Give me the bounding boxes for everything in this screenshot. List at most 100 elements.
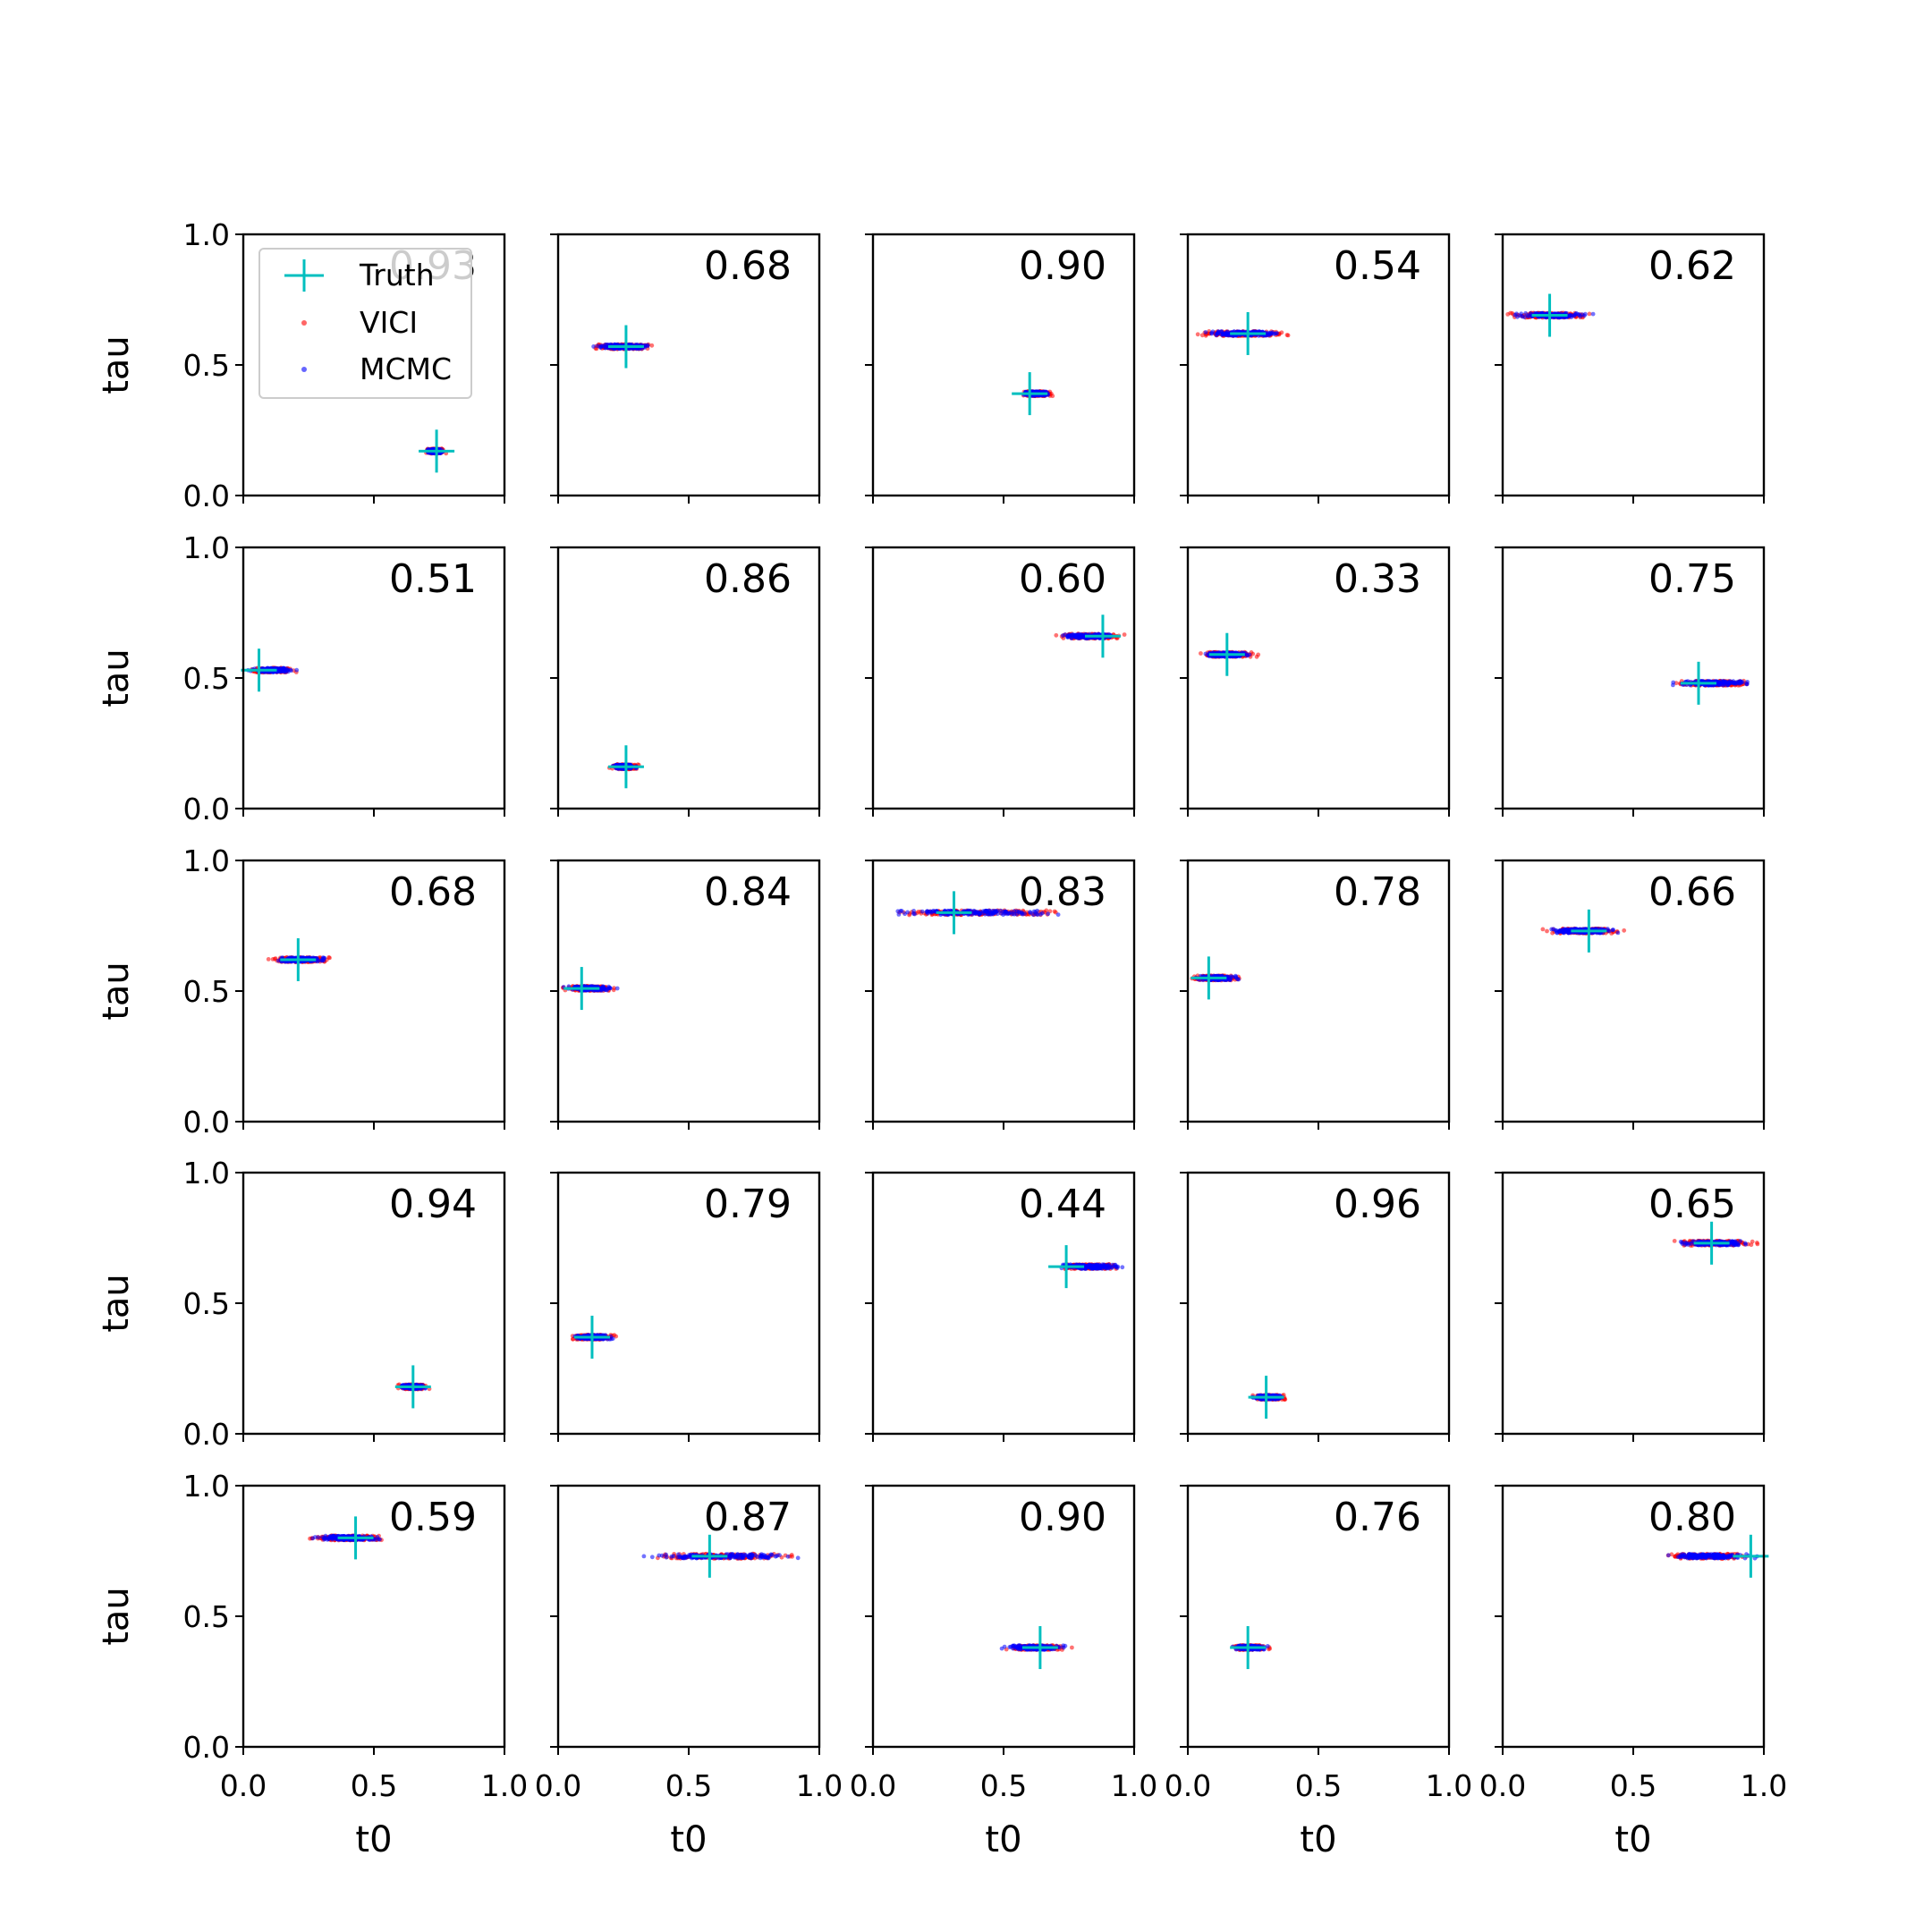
mcmc-point [1227, 978, 1233, 982]
mcmc-point [1745, 680, 1750, 684]
vici-point [1256, 652, 1261, 657]
subplot-grid: 0.00.51.0tau0.930.680.900.540.620.00.51.… [96, 217, 1787, 1860]
mcmc-point [1209, 330, 1214, 335]
panel-value-label: 0.90 [1019, 243, 1106, 289]
y-axis-label: tau [96, 962, 137, 1021]
mcmc-point [1247, 652, 1252, 657]
mcmc-point [1012, 909, 1017, 914]
y-tick-label: 0.0 [183, 792, 230, 826]
mcmc-point [603, 344, 608, 350]
vici-point [1540, 927, 1546, 932]
vici-point [1195, 332, 1200, 337]
mcmc-point [1519, 311, 1524, 317]
y-axis-label: tau [96, 335, 137, 394]
mcmc-point [1046, 911, 1051, 917]
y-tick-label: 0.5 [183, 974, 230, 1009]
subplot: 0.54 [1180, 233, 1451, 504]
mcmc-point [1726, 679, 1732, 684]
mcmc-point [1028, 910, 1032, 914]
mcmc-point [1671, 682, 1675, 688]
subplot: 0.78 [1180, 859, 1451, 1130]
mcmc-point [1080, 633, 1084, 639]
mcmc-point [1069, 635, 1074, 640]
subplot: 0.83 [865, 859, 1136, 1130]
vici-point [1122, 632, 1127, 637]
mcmc-point [1275, 331, 1279, 335]
subplot: 0.86 [550, 546, 821, 817]
mcmc-point [280, 668, 284, 674]
mcmc-point [1229, 974, 1233, 979]
panel-value-label: 0.86 [704, 556, 792, 602]
subplot: 0.60 [865, 546, 1136, 817]
mcmc-point [294, 667, 300, 673]
mcmc-point [1035, 908, 1039, 913]
mcmc-point [1233, 973, 1238, 979]
subplot: 0.66 [1495, 859, 1766, 1130]
mcmc-point [1522, 315, 1527, 319]
mcmc-point [1073, 634, 1078, 640]
vici-point [270, 957, 275, 962]
mcmc-point [926, 911, 930, 916]
mcmc-point [1055, 912, 1061, 917]
mcmc-point [316, 958, 321, 963]
panel-value-label: 0.51 [389, 556, 477, 602]
vici-point [1285, 333, 1291, 338]
mcmc-point [1065, 634, 1070, 640]
mcmc-point [1001, 912, 1005, 917]
subplot: 0.62 [1495, 233, 1766, 504]
subplot: 0.84 [550, 859, 821, 1130]
mcmc-point [1576, 312, 1580, 317]
mcmc-point [1020, 911, 1025, 917]
mcmc-point [1223, 332, 1228, 337]
y-axis-label: tau [96, 648, 137, 708]
mcmc-point [993, 910, 998, 914]
panel-value-label: 0.84 [704, 869, 792, 915]
subplot: 0.68 [550, 233, 821, 504]
mcmc-point [1216, 329, 1221, 335]
vici-point [1505, 312, 1511, 317]
mcmc-point [1203, 330, 1208, 335]
mcmc-point [1235, 977, 1240, 981]
mcmc-point [598, 343, 604, 349]
mcmc-point [1731, 681, 1736, 685]
mcmc-point [929, 910, 934, 915]
mcmc-point [1218, 332, 1224, 337]
panel-value-label: 0.83 [1019, 869, 1106, 915]
mcmc-point [606, 984, 611, 989]
mcmc-point [998, 908, 1004, 913]
mcmc-point [1203, 651, 1208, 657]
mcmc-point [1581, 313, 1587, 318]
mcmc-point [645, 343, 650, 348]
vici-point [266, 957, 271, 962]
y-tick-label: 0.0 [183, 1105, 230, 1140]
panel-value-label: 0.75 [1648, 556, 1736, 602]
y-tick-label: 1.0 [183, 530, 230, 565]
vici-point [1054, 632, 1059, 638]
mcmc-point [919, 909, 925, 914]
mcmc-point [288, 667, 292, 673]
mcmc-point [591, 344, 596, 349]
vici-point [649, 343, 655, 348]
mcmc-point [1611, 928, 1615, 932]
vici-point [1199, 651, 1203, 656]
vici-point [1587, 311, 1592, 317]
mcmc-point [905, 910, 911, 915]
mcmc-point [1035, 912, 1040, 917]
mcmc-point [1523, 310, 1529, 316]
mcmc-point [898, 909, 903, 913]
vici-point [612, 986, 616, 991]
mcmc-point [1615, 930, 1621, 936]
mcmc-point [911, 909, 916, 913]
y-tick-label: 0.0 [183, 479, 230, 513]
panel-value-label: 0.68 [704, 243, 792, 289]
mcmc-point [1719, 682, 1724, 687]
mcmc-point [987, 909, 992, 913]
mcmc-point [1004, 910, 1009, 914]
y-tick-label: 0.5 [183, 661, 230, 696]
vici-point [1279, 330, 1284, 335]
subplot: 0.0 0.5 1.0 tau 0.51 [96, 530, 506, 826]
vici-point [1622, 928, 1627, 933]
panel-value-label: 0.78 [1334, 869, 1421, 915]
mcmc-point [321, 955, 326, 961]
